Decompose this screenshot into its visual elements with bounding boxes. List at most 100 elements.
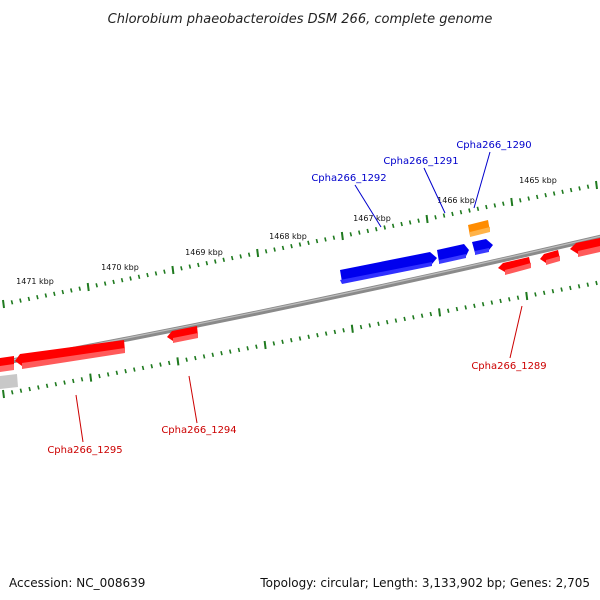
feature-track [0,220,600,389]
inner-minor-tick [333,329,337,335]
gene-cpha266-1289[interactable] [498,257,531,272]
outer-minor-tick [146,272,149,278]
inner-minor-tick [560,287,563,292]
outer-minor-tick [281,245,285,251]
outer-major-tick [171,265,175,275]
inner-minor-tick [45,383,49,389]
gene-cpha266-1295[interactable] [15,340,125,366]
outer-minor-tick [53,291,56,296]
inner-minor-tick [499,298,502,304]
gene-cpha266-1291[interactable] [437,244,469,262]
outer-minor-tick [247,252,251,257]
inner-minor-tick [98,373,101,379]
inner-minor-tick [141,365,145,371]
outer-minor-tick [451,211,454,217]
inner-minor-tick [237,347,241,353]
inner-minor-tick [255,344,258,349]
outer-major-tick [86,282,90,292]
outer-minor-tick [290,244,293,249]
inner-minor-tick [403,316,406,322]
inner-minor-tick [316,333,319,338]
inner-major-tick [2,389,5,399]
inner-minor-tick [10,390,14,395]
outer-minor-tick [163,269,166,274]
outer-minor-tick [434,215,437,220]
tick-label: 1467 kbp [353,214,391,223]
tick-label: 1469 kbp [185,248,223,257]
gene-cpha266-1290-arrow-shade[interactable] [475,248,489,255]
gene-cpha266-1292-shade[interactable] [340,262,432,284]
outer-minor-tick [298,242,302,247]
outer-minor-tick [264,249,268,254]
inner-minor-tick [377,321,380,327]
map-title: Chlorobium phaeobacteroides DSM 266, com… [108,12,493,27]
outer-minor-tick [586,184,590,189]
outer-minor-tick [273,247,276,252]
gene-left-edge-shade[interactable] [0,364,14,372]
outer-major-tick [340,231,344,241]
gene-label[interactable]: Cpha266_1294 [161,425,236,436]
inner-minor-tick [124,368,127,374]
outer-minor-tick [154,271,158,276]
inner-minor-tick [71,378,75,384]
outer-minor-tick [391,223,395,228]
gene-cpha266-1291-shade[interactable] [439,254,466,264]
outer-minor-tick [349,232,353,237]
inner-minor-tick [19,388,23,393]
inner-minor-tick [211,352,215,358]
outer-minor-tick [78,286,82,291]
gene-gray-left-edge[interactable] [0,374,18,389]
outer-minor-tick [188,264,192,269]
gene-reverse-right-2-shade[interactable] [578,246,600,257]
gene-label[interactable]: Cpha266_1292 [311,173,386,184]
outer-minor-tick [137,274,141,279]
inner-minor-tick [202,354,206,359]
outer-minor-tick [518,198,522,203]
outer-minor-tick [205,261,209,266]
outer-minor-tick [103,281,107,286]
outer-minor-tick [374,227,378,232]
gene-reverse-right-1-shade[interactable] [546,256,560,265]
inner-minor-tick [481,302,485,307]
outer-minor-tick [459,210,463,215]
inner-major-tick [263,340,267,350]
outer-minor-tick [502,201,505,206]
inner-minor-tick [577,284,581,289]
gene-cpha266-1290-shade[interactable] [470,227,490,237]
tick-label: 1471 kbp [16,277,54,286]
gene-label-leader [75,394,84,443]
gene-cpha266-1294-shade[interactable] [173,333,198,343]
inner-minor-tick [412,315,415,320]
outer-minor-tick [61,289,65,295]
gene-cpha266-1295-shade[interactable] [22,348,125,369]
tick-label: 1465 kbp [519,176,557,185]
inner-minor-tick [228,349,232,354]
inner-minor-tick [586,282,590,287]
inner-major-tick [438,308,442,317]
gene-label[interactable]: Cpha266_1289 [471,361,546,372]
inner-minor-tick [133,367,136,372]
inner-minor-tick [385,319,389,325]
outer-minor-tick [569,187,573,193]
inner-minor-tick [508,297,511,302]
inner-minor-tick [106,372,110,377]
gene-cpha266-1292[interactable] [340,252,437,282]
inner-minor-tick [80,377,84,382]
gene-label[interactable]: Cpha266_1291 [383,156,458,167]
inner-minor-tick [298,336,302,341]
gene-label[interactable]: Cpha266_1290 [456,140,531,151]
outer-minor-tick [442,213,446,218]
outer-minor-tick [27,296,31,302]
inner-minor-tick [28,386,31,392]
outer-major-tick [256,248,260,258]
outer-minor-tick [307,240,310,245]
inner-major-tick [525,291,529,301]
gene-label[interactable]: Cpha266_1295 [47,445,122,456]
inner-minor-tick [473,303,476,309]
inner-minor-tick [368,323,372,328]
inner-major-tick [89,373,93,382]
gene-cpha266-1289-shade[interactable] [505,263,531,275]
inner-minor-tick [290,337,293,343]
inner-minor-tick [534,292,537,297]
outer-major-tick [2,299,5,309]
